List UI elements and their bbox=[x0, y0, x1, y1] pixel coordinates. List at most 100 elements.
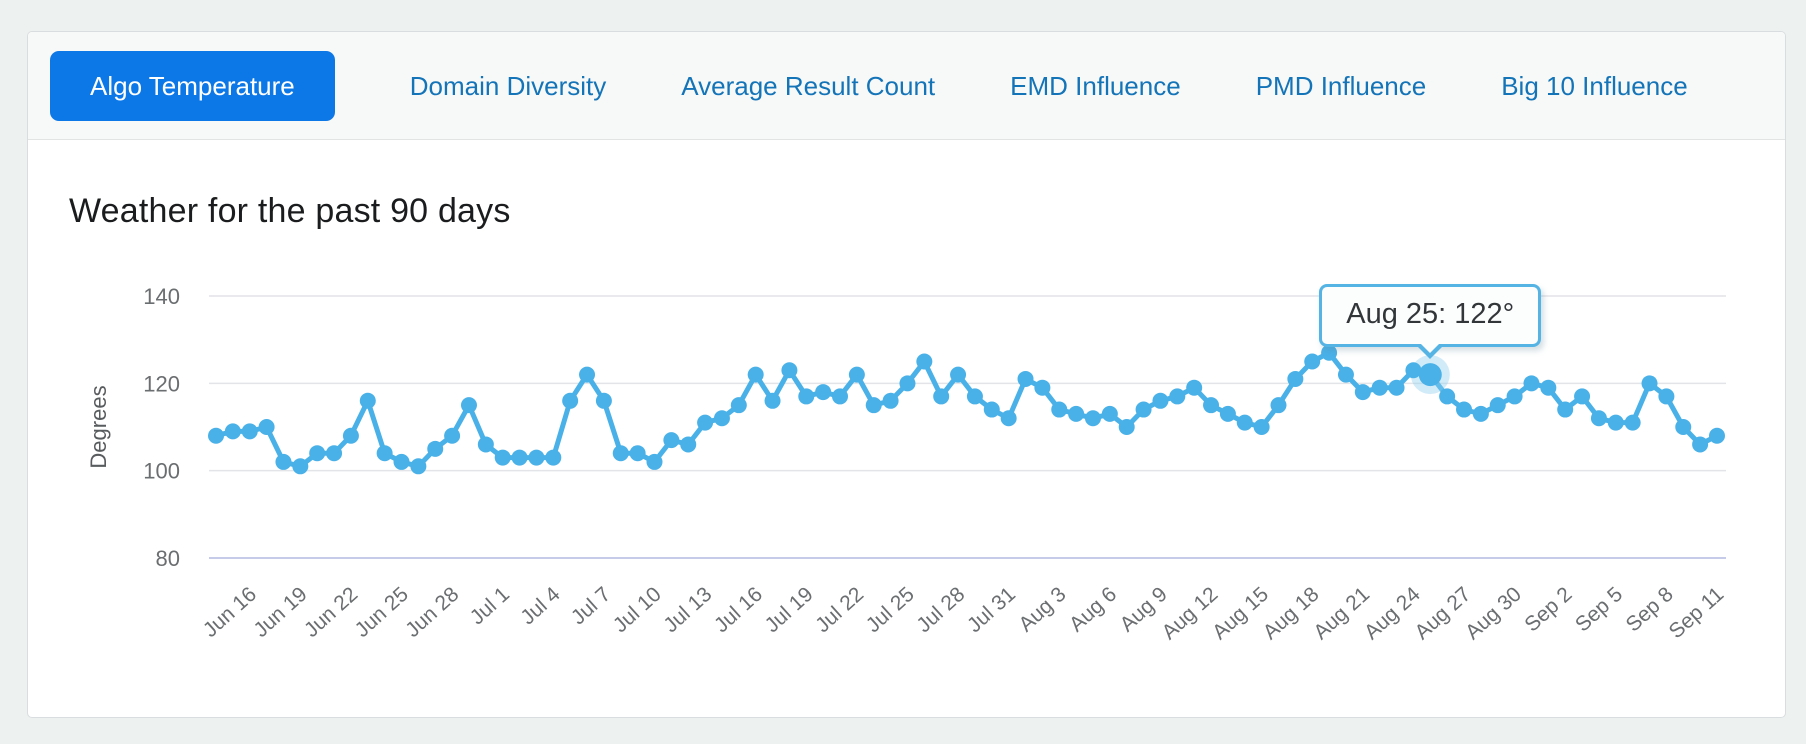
data-point[interactable] bbox=[1506, 388, 1523, 405]
data-point[interactable] bbox=[815, 384, 832, 401]
data-point[interactable] bbox=[865, 397, 882, 414]
data-point[interactable] bbox=[629, 445, 646, 462]
data-point[interactable] bbox=[595, 392, 612, 409]
data-point[interactable] bbox=[528, 449, 545, 466]
data-point[interactable] bbox=[1135, 401, 1152, 418]
data-point[interactable] bbox=[1641, 375, 1658, 392]
data-point[interactable] bbox=[494, 449, 511, 466]
data-point[interactable] bbox=[1354, 384, 1371, 401]
data-point[interactable] bbox=[1068, 405, 1085, 422]
data-point[interactable] bbox=[1624, 414, 1641, 431]
tab-emd-influence[interactable]: EMD Influence bbox=[1010, 70, 1181, 101]
data-point[interactable] bbox=[1405, 362, 1422, 379]
data-point[interactable] bbox=[1084, 410, 1101, 427]
data-point[interactable] bbox=[309, 445, 326, 462]
data-point[interactable] bbox=[663, 432, 680, 449]
data-point[interactable] bbox=[1270, 397, 1287, 414]
data-point[interactable] bbox=[1523, 375, 1540, 392]
data-point[interactable] bbox=[427, 440, 444, 457]
data-point[interactable] bbox=[1708, 427, 1725, 444]
data-point[interactable] bbox=[545, 449, 562, 466]
data-point[interactable] bbox=[646, 453, 663, 470]
data-point[interactable] bbox=[1675, 419, 1692, 435]
data-point[interactable] bbox=[1169, 388, 1186, 405]
data-point[interactable] bbox=[1152, 392, 1169, 409]
data-point[interactable] bbox=[1253, 419, 1270, 435]
data-point[interactable] bbox=[224, 423, 241, 440]
data-point[interactable] bbox=[1203, 397, 1220, 414]
data-point[interactable] bbox=[1574, 388, 1591, 405]
data-point[interactable] bbox=[899, 375, 916, 392]
data-point[interactable] bbox=[1304, 353, 1321, 370]
data-point[interactable] bbox=[1186, 379, 1203, 396]
chart-area: Weather for the past 90 days 140 120 100 80… bbox=[28, 140, 1785, 717]
data-point[interactable] bbox=[612, 445, 629, 462]
data-point[interactable] bbox=[680, 436, 697, 453]
data-point[interactable] bbox=[781, 362, 798, 379]
data-point[interactable] bbox=[444, 427, 461, 444]
data-point[interactable] bbox=[359, 392, 376, 409]
data-point[interactable] bbox=[579, 366, 596, 383]
data-point[interactable] bbox=[258, 419, 275, 435]
data-point[interactable] bbox=[1658, 388, 1675, 405]
data-point[interactable] bbox=[1456, 401, 1473, 418]
data-point[interactable] bbox=[950, 366, 967, 383]
data-point[interactable] bbox=[1371, 379, 1388, 396]
data-point[interactable] bbox=[1051, 401, 1068, 418]
data-point[interactable] bbox=[730, 397, 747, 414]
data-point[interactable] bbox=[275, 453, 292, 470]
data-point[interactable] bbox=[1388, 379, 1405, 396]
data-point[interactable] bbox=[208, 427, 224, 444]
tab-domain-diversity[interactable]: Domain Diversity bbox=[409, 70, 607, 101]
data-point[interactable] bbox=[326, 445, 343, 462]
data-point[interactable] bbox=[562, 392, 579, 409]
tab-pmd-influence[interactable]: PMD Influence bbox=[1255, 70, 1427, 101]
data-point[interactable] bbox=[983, 401, 1000, 418]
data-point[interactable] bbox=[342, 427, 359, 444]
data-point[interactable] bbox=[460, 397, 477, 414]
data-point[interactable] bbox=[1590, 410, 1607, 427]
data-point[interactable] bbox=[393, 453, 410, 470]
data-point[interactable] bbox=[1101, 405, 1118, 422]
data-point[interactable] bbox=[1321, 344, 1338, 361]
data-point[interactable] bbox=[697, 414, 714, 431]
data-point[interactable] bbox=[1540, 379, 1557, 396]
data-point[interactable] bbox=[764, 392, 781, 409]
data-point[interactable] bbox=[747, 366, 764, 383]
data-point[interactable] bbox=[1017, 370, 1034, 387]
data-point[interactable] bbox=[966, 388, 983, 405]
data-point[interactable] bbox=[713, 410, 730, 427]
data-point[interactable] bbox=[1000, 410, 1017, 427]
data-point[interactable] bbox=[848, 366, 865, 383]
x-tick-label: Jul 31 bbox=[963, 583, 1020, 638]
tab-algo-temperature[interactable]: Algo Temperature bbox=[50, 50, 335, 121]
data-point[interactable] bbox=[882, 392, 899, 409]
data-point[interactable] bbox=[1034, 379, 1051, 396]
highlighted-data-point[interactable] bbox=[1418, 363, 1442, 387]
data-point[interactable] bbox=[1692, 436, 1709, 453]
data-point[interactable] bbox=[933, 388, 950, 405]
data-point[interactable] bbox=[1337, 366, 1354, 383]
x-tick-label: Aug 3 bbox=[1014, 583, 1070, 637]
data-point[interactable] bbox=[1118, 419, 1135, 435]
data-point[interactable] bbox=[1557, 401, 1574, 418]
data-point[interactable] bbox=[241, 423, 258, 440]
data-point[interactable] bbox=[1472, 405, 1489, 422]
data-point[interactable] bbox=[1219, 405, 1236, 422]
data-point[interactable] bbox=[832, 388, 849, 405]
data-point[interactable] bbox=[292, 458, 309, 475]
tab-average-result-count[interactable]: Average Result Count bbox=[681, 70, 936, 101]
tab-big-10-influence[interactable]: Big 10 Influence bbox=[1501, 70, 1688, 101]
data-point[interactable] bbox=[798, 388, 815, 405]
data-point[interactable] bbox=[1607, 414, 1624, 431]
data-point[interactable] bbox=[916, 353, 933, 370]
data-point[interactable] bbox=[511, 449, 528, 466]
data-point[interactable] bbox=[1439, 388, 1456, 405]
data-point[interactable] bbox=[376, 445, 393, 462]
data-point[interactable] bbox=[1489, 397, 1506, 414]
data-point[interactable] bbox=[1287, 370, 1304, 387]
data-point[interactable] bbox=[477, 436, 494, 453]
data-point[interactable] bbox=[410, 458, 427, 475]
data-point[interactable] bbox=[1236, 414, 1253, 431]
